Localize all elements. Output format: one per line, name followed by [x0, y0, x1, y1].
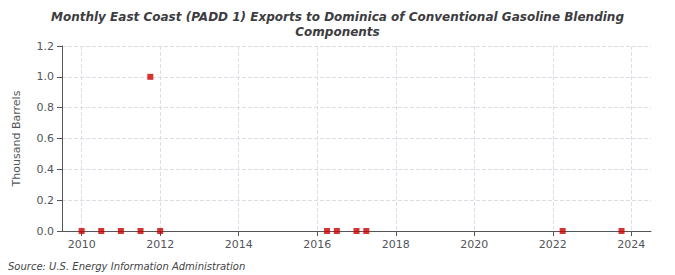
- svg-text:1.2: 1.2: [37, 40, 55, 53]
- svg-text:2014: 2014: [225, 238, 253, 251]
- svg-text:2016: 2016: [303, 238, 331, 251]
- svg-text:2022: 2022: [539, 238, 567, 251]
- svg-text:0.8: 0.8: [37, 101, 55, 114]
- svg-text:0.4: 0.4: [37, 163, 55, 176]
- svg-text:2020: 2020: [460, 238, 488, 251]
- svg-text:Thousand Barrels: Thousand Barrels: [10, 90, 23, 187]
- svg-text:2024: 2024: [617, 238, 645, 251]
- svg-text:Source: U.S. Energy Informatio: Source: U.S. Energy Information Administ…: [8, 261, 245, 272]
- svg-text:0.2: 0.2: [37, 194, 55, 207]
- svg-text:2018: 2018: [382, 238, 410, 251]
- svg-text:Components: Components: [295, 25, 380, 39]
- svg-text:2012: 2012: [146, 238, 174, 251]
- svg-text:1.0: 1.0: [37, 70, 55, 83]
- svg-text:0.6: 0.6: [37, 132, 55, 145]
- svg-text:Monthly East Coast (PADD 1) Ex: Monthly East Coast (PADD 1) Exports to D…: [51, 10, 624, 24]
- svg-text:0.0: 0.0: [37, 225, 55, 238]
- svg-text:2010: 2010: [68, 238, 96, 251]
